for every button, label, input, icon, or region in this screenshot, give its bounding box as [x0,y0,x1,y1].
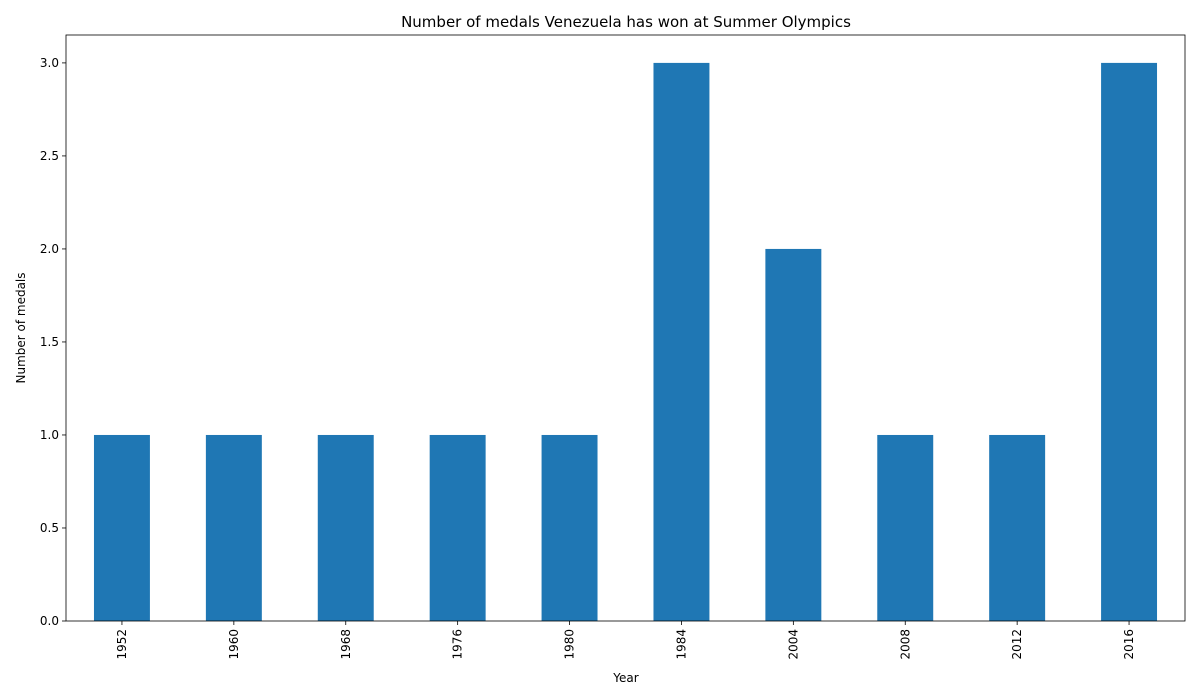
x-tick-label-1968: 1968 [339,629,353,660]
x-tick-label-2016: 2016 [1122,629,1136,660]
x-tick-label-2008: 2008 [898,629,912,660]
bar-1980 [541,434,598,621]
y-tick-label-0.0: 0.0 [40,614,59,628]
chart-title: Number of medals Venezuela has won at Su… [401,13,851,31]
x-tick-label-1980: 1980 [563,629,577,660]
bar-2004 [765,248,822,621]
bar-2016 [1101,62,1158,621]
x-tick-label-1960: 1960 [227,629,241,660]
bar-1952 [93,434,150,621]
y-tick-label-0.5: 0.5 [40,521,59,535]
y-axis-label: Number of medals [14,272,28,383]
x-tick-label-2004: 2004 [786,629,800,660]
y-tick-label-1.0: 1.0 [40,428,59,442]
y-tick-label-2.0: 2.0 [40,242,59,256]
y-tick-label-1.5: 1.5 [40,335,59,349]
plot-frame [65,34,1186,622]
plot-area: 1952 1960 1968 1976 1980 1984 2004 2008 2012 2016… [40,34,1186,660]
x-tick-label-1984: 1984 [674,629,688,660]
x-axis-label: Year [612,671,638,685]
x-tick-label-1952: 1952 [115,629,129,660]
bar-2012 [989,434,1046,621]
bar-1976 [429,434,486,621]
y-tick-label-3.0: 3.0 [40,56,59,70]
x-tick-label-2012: 2012 [1010,629,1024,660]
bar-1960 [205,434,262,621]
x-tick-label-1976: 1976 [451,629,465,660]
bar-1984 [653,62,710,621]
bar-1968 [317,434,374,621]
bar-2008 [877,434,934,621]
y-tick-label-2.5: 2.5 [40,149,59,163]
